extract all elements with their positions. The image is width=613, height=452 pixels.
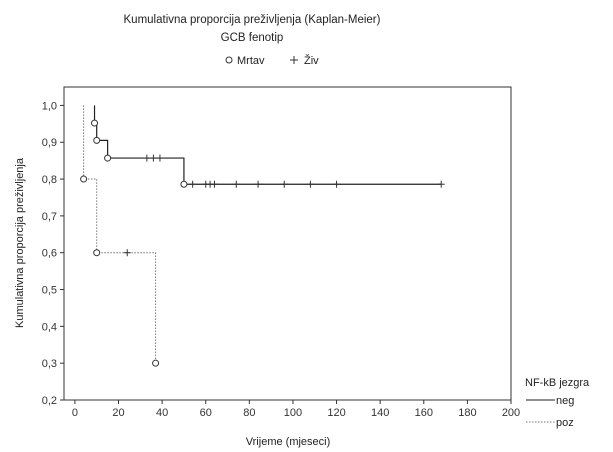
event-marker: [104, 154, 112, 162]
x-tick-label: 140: [371, 407, 389, 419]
y-tick-label: 0,9: [42, 137, 57, 149]
censored-marker: [306, 180, 314, 188]
event-marker: [93, 249, 101, 257]
censored-marker: [143, 154, 151, 162]
event-marker: [91, 119, 99, 127]
censored-marker: [437, 180, 445, 188]
event-marker: [80, 175, 88, 183]
series-layer: [80, 105, 445, 367]
group-legend: NF-kB jezgra neg poz: [525, 377, 590, 429]
x-tick-label: 60: [200, 407, 212, 419]
y-tick-label: 0,6: [42, 248, 57, 260]
x-tick-label: 80: [243, 407, 255, 419]
censored-marker: [280, 180, 288, 188]
x-tick-label: 40: [156, 407, 168, 419]
km-curve-poz: [83, 105, 157, 364]
series-poz: [80, 105, 160, 367]
y-axis-ticks: 1,0 0,9 0,8 0,7 0,6 0,5 0,4 0,3 0,2: [42, 100, 64, 407]
legend-alive-label: Živ: [304, 54, 319, 67]
chart-subtitle: GCB fenotip: [221, 32, 284, 44]
y-tick-label: 0,4: [42, 321, 57, 333]
x-tick-label: 20: [112, 407, 124, 419]
y-tick-label: 0,3: [42, 358, 57, 370]
y-tick-label: 0,7: [42, 211, 57, 223]
marker-legend: Mrtav Živ: [225, 54, 319, 67]
legend-neg-label: neg: [556, 395, 574, 407]
censored-marker: [254, 180, 262, 188]
event-marker: [180, 180, 188, 188]
series-neg: [91, 105, 445, 188]
censored-marker: [156, 154, 164, 162]
x-tick-label: 180: [458, 407, 476, 419]
x-tick-label: 160: [415, 407, 433, 419]
censored-marker: [189, 180, 197, 188]
y-tick-label: 0,2: [42, 395, 57, 407]
x-tick-label: 0: [72, 407, 78, 419]
legend-dead-label: Mrtav: [237, 55, 265, 67]
event-marker: [93, 136, 101, 144]
censored-marker: [232, 180, 240, 188]
y-tick-label: 0,5: [42, 285, 57, 297]
chart-title: Kumulativna proporcija preživljenja (Kap…: [124, 14, 381, 26]
legend-plus-marker: [290, 56, 298, 64]
legend-circle-marker: [225, 56, 233, 64]
plot-frame: [63, 86, 512, 401]
censored-marker: [123, 249, 131, 257]
y-tick-label: 1,0: [42, 100, 57, 112]
x-tick-label: 200: [502, 407, 520, 419]
x-tick-label: 100: [284, 407, 302, 419]
x-axis-label: Vrijeme (mjeseci): [246, 436, 331, 448]
x-axis-ticks: 0 20 40 60 80 100 120 140 160 180 200: [72, 400, 520, 419]
y-axis-label: Kumulativna proporcija preživljenja: [14, 157, 26, 328]
event-marker: [152, 359, 160, 367]
group-legend-title: NF-kB jezgra: [525, 377, 590, 389]
y-tick-label: 0,8: [42, 174, 57, 186]
censored-marker: [210, 180, 218, 188]
x-tick-label: 120: [327, 407, 345, 419]
legend-poz-label: poz: [556, 417, 574, 429]
censored-marker: [333, 180, 341, 188]
censored-marker: [149, 154, 157, 162]
